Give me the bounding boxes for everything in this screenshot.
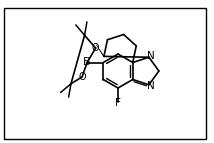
Text: B: B: [83, 57, 91, 67]
Text: N: N: [147, 51, 154, 61]
Text: O: O: [78, 73, 86, 83]
Text: F: F: [115, 98, 121, 108]
Text: N: N: [147, 81, 154, 91]
Text: O: O: [92, 43, 99, 52]
Polygon shape: [96, 44, 104, 57]
